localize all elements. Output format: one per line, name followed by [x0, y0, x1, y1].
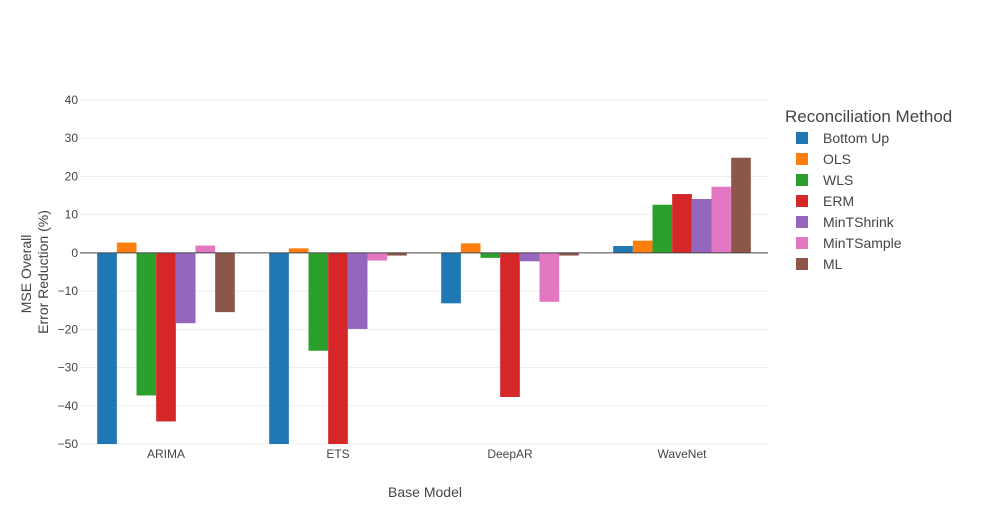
legend-label: Bottom Up — [823, 130, 889, 146]
bar-mintsample-deepar — [539, 252, 560, 302]
bar-bottom-up-arima — [97, 252, 117, 444]
legend-label: WLS — [823, 172, 853, 188]
bar-mintshrink-wavenet — [691, 199, 712, 253]
x-axis-title: Base Model — [388, 484, 462, 500]
bar-bottom-up-wavenet — [613, 246, 633, 253]
x-tick-labels: ARIMA ETS DeepAR WaveNet — [147, 447, 707, 461]
bar-ml-arima — [215, 252, 235, 313]
bar-erm-wavenet — [672, 194, 692, 253]
bar-ml-ets — [387, 252, 407, 256]
y-tick-label: 10 — [65, 208, 79, 222]
bar-erm-deepar — [500, 252, 520, 397]
y-axis-title: MSE Overall Error Reduction (%) — [18, 210, 51, 334]
y-tick-label: −30 — [58, 361, 79, 375]
legend-swatch — [796, 132, 808, 144]
bar-mintsample-wavenet — [711, 186, 732, 253]
x-tick-label: WaveNet — [658, 447, 708, 461]
legend-swatch — [796, 216, 808, 228]
x-tick-label: ARIMA — [147, 447, 185, 461]
bar-wls-deepar — [480, 252, 501, 258]
y-tick-label: 40 — [65, 93, 79, 107]
bar-mintsample-ets — [367, 252, 388, 261]
bar-ols-deepar — [460, 243, 481, 253]
legend: Reconciliation Method Bottom Up OLS WLS ERM… — [785, 107, 952, 272]
y-tick-label: −50 — [58, 437, 79, 451]
y-tick-label: −10 — [58, 284, 79, 298]
bar-wls-wavenet — [652, 204, 673, 253]
legend-swatch — [796, 195, 808, 207]
x-tick-label: DeepAR — [487, 447, 533, 461]
legend-swatch — [796, 153, 808, 165]
legend-label: MinTShrink — [823, 214, 895, 230]
y-tick-labels: 40 30 20 10 0 −10 −20 −30 −40 −50 — [58, 93, 79, 451]
bar-mintshrink-arima — [175, 252, 196, 324]
bars — [97, 157, 751, 444]
bar-erm-arima — [156, 252, 176, 422]
bar-ml-deepar — [559, 252, 579, 256]
bar-ols-arima — [116, 242, 137, 253]
y-tick-label: 0 — [71, 246, 78, 260]
bar-mintshrink-deepar — [519, 252, 540, 262]
y-tick-label: 20 — [65, 169, 79, 183]
legend-label: ERM — [823, 193, 854, 209]
bar-mintshrink-ets — [347, 252, 368, 329]
legend-swatch — [796, 174, 808, 186]
bar-bottom-up-ets — [269, 252, 289, 444]
bar-ml-wavenet — [731, 157, 751, 253]
legend-label: OLS — [823, 151, 851, 167]
bar-ols-wavenet — [632, 240, 653, 253]
legend-title: Reconciliation Method — [785, 107, 952, 126]
legend-swatch — [796, 237, 808, 249]
y-tick-label: 30 — [65, 131, 79, 145]
bar-wls-arima — [136, 252, 157, 396]
y-tick-label: −40 — [58, 399, 79, 413]
y-tick-label: −20 — [58, 322, 79, 336]
bar-wls-ets — [308, 252, 329, 351]
bar-mintsample-arima — [195, 245, 216, 253]
legend-label: ML — [823, 256, 843, 272]
bar-ols-ets — [288, 248, 309, 253]
y-axis-title-line-1: MSE Overall — [18, 235, 34, 314]
x-tick-label: ETS — [326, 447, 349, 461]
legend-swatch — [796, 258, 808, 270]
legend-label: MinTSample — [823, 235, 902, 251]
bar-bottom-up-deepar — [441, 252, 461, 304]
bar-erm-ets — [328, 252, 348, 444]
y-axis-title-line-2: Error Reduction (%) — [35, 210, 51, 334]
